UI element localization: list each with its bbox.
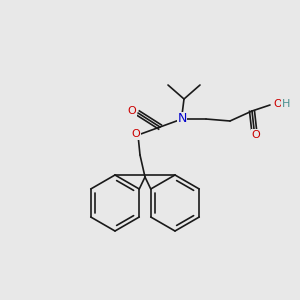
Text: H: H (282, 99, 290, 109)
Text: O: O (252, 130, 260, 140)
Text: N: N (177, 112, 187, 125)
Text: O: O (128, 106, 136, 116)
Text: O: O (132, 129, 140, 139)
Text: O: O (274, 99, 282, 109)
